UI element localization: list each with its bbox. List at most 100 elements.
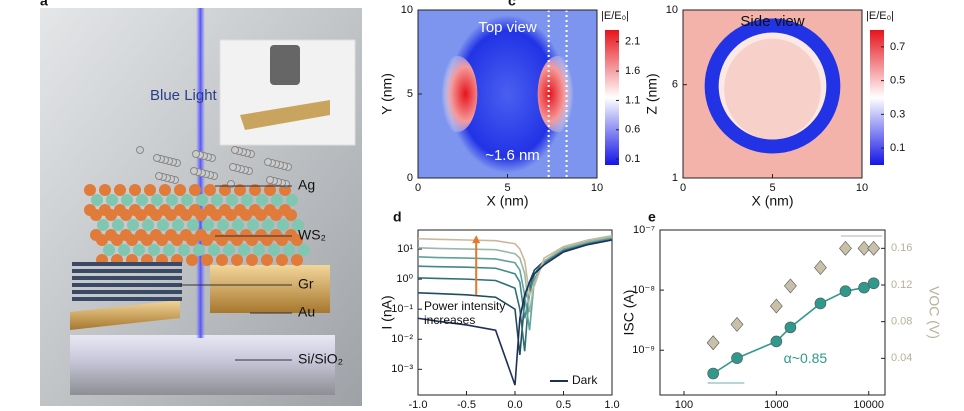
atom bbox=[105, 209, 117, 221]
annotation: Power intensity bbox=[424, 299, 505, 313]
y-tick-label: 10⁻⁸ bbox=[632, 284, 655, 296]
atom bbox=[216, 254, 228, 266]
atom bbox=[261, 254, 273, 266]
y2-axis-label: VOC (V) bbox=[926, 286, 942, 339]
y-axis-label: Y (nm) bbox=[379, 73, 395, 115]
field-low bbox=[448, 15, 567, 173]
y2-tick-label: 0.04 bbox=[891, 352, 912, 364]
annotation: ~1.6 nm bbox=[485, 147, 540, 164]
objective bbox=[270, 45, 300, 85]
isc-point bbox=[731, 352, 743, 364]
colorbar-tick-label: 2.1 bbox=[625, 36, 640, 48]
y-tick-label: 10 bbox=[401, 4, 413, 16]
iv-curve bbox=[417, 234, 613, 298]
field-hot bbox=[537, 56, 578, 132]
layer-label: Ag bbox=[298, 177, 315, 193]
ag-atom bbox=[190, 167, 198, 175]
iv-curve bbox=[417, 235, 613, 313]
x-axis-label: X (nm) bbox=[752, 193, 794, 209]
atom bbox=[97, 219, 109, 231]
x-tick-label: 0 bbox=[680, 182, 686, 194]
atom bbox=[255, 209, 267, 221]
x-tick-label: 10 bbox=[591, 182, 603, 194]
colorbar-tick-label: 0.3 bbox=[890, 108, 905, 120]
x-tick-label: 0.5 bbox=[556, 399, 571, 411]
ag-atom bbox=[229, 163, 237, 171]
atom bbox=[141, 234, 153, 246]
iv-curve bbox=[417, 237, 613, 352]
atom bbox=[187, 219, 199, 231]
panel-label: e bbox=[648, 209, 656, 225]
atom bbox=[231, 234, 243, 246]
x-tick-label: 10 bbox=[856, 182, 868, 194]
colorbar-tick-label: 0.7 bbox=[890, 41, 905, 53]
atom bbox=[211, 194, 223, 206]
y-axis-label: ISC (A) bbox=[621, 290, 637, 336]
atom bbox=[163, 244, 175, 256]
isc-point bbox=[784, 321, 797, 334]
atom bbox=[126, 234, 138, 246]
atom bbox=[253, 244, 265, 256]
x-tick-label: 100 bbox=[675, 399, 693, 411]
atom bbox=[261, 234, 273, 246]
atom bbox=[201, 254, 213, 266]
atom bbox=[186, 234, 198, 246]
voc-point bbox=[857, 240, 871, 256]
gold-right bbox=[210, 265, 330, 313]
x-tick-label: 5 bbox=[504, 182, 510, 194]
atom bbox=[189, 184, 201, 196]
atom bbox=[136, 194, 148, 206]
colorbar-label: |E/E₀| bbox=[601, 10, 629, 22]
isc-point bbox=[867, 277, 880, 290]
atom bbox=[276, 234, 288, 246]
y2-tick-label: 0.16 bbox=[891, 242, 912, 254]
voc-point bbox=[769, 298, 783, 314]
voc-point bbox=[784, 278, 797, 294]
atom bbox=[286, 194, 298, 206]
y-tick-label: 10 bbox=[666, 4, 678, 16]
layer-label: WS₂ bbox=[298, 227, 326, 243]
atom bbox=[144, 184, 156, 196]
arrow-head bbox=[472, 235, 481, 244]
x-tick-label: 0.0 bbox=[507, 399, 522, 411]
atom bbox=[291, 254, 303, 266]
atom bbox=[103, 244, 115, 256]
annotation: increases bbox=[424, 313, 475, 327]
atom bbox=[193, 244, 205, 256]
y-tick-label: 10¹ bbox=[397, 243, 413, 255]
atom bbox=[217, 219, 229, 231]
colorbar-tick-label: 0.1 bbox=[890, 142, 905, 154]
atom bbox=[225, 209, 237, 221]
y-tick-label: 0 bbox=[407, 172, 413, 184]
atoms bbox=[72, 146, 310, 301]
y-tick-label: 10⁻⁷ bbox=[633, 224, 655, 236]
y-tick-label: 10⁻⁹ bbox=[632, 344, 655, 356]
atom bbox=[96, 234, 108, 246]
atom bbox=[249, 184, 261, 196]
atom bbox=[202, 219, 214, 231]
plot-frame bbox=[659, 229, 886, 396]
atom bbox=[159, 184, 171, 196]
isc-point bbox=[839, 285, 852, 297]
atom bbox=[264, 184, 276, 196]
atom bbox=[171, 234, 183, 246]
atom bbox=[84, 184, 96, 196]
atom bbox=[277, 219, 289, 231]
field-hot bbox=[437, 56, 478, 132]
atom bbox=[241, 194, 253, 206]
atom bbox=[231, 254, 243, 266]
atom bbox=[210, 209, 222, 221]
atom bbox=[151, 194, 163, 206]
atom bbox=[285, 209, 297, 221]
colorbar bbox=[605, 30, 619, 165]
substrate bbox=[70, 335, 335, 395]
colorbar-tick-label: 1.6 bbox=[625, 65, 640, 77]
leaders bbox=[180, 185, 292, 361]
atom bbox=[195, 209, 207, 221]
atom bbox=[219, 184, 231, 196]
atom bbox=[256, 194, 268, 206]
atom bbox=[142, 219, 154, 231]
y-tick-label: 6 bbox=[672, 79, 678, 91]
ag-atom bbox=[192, 150, 200, 158]
